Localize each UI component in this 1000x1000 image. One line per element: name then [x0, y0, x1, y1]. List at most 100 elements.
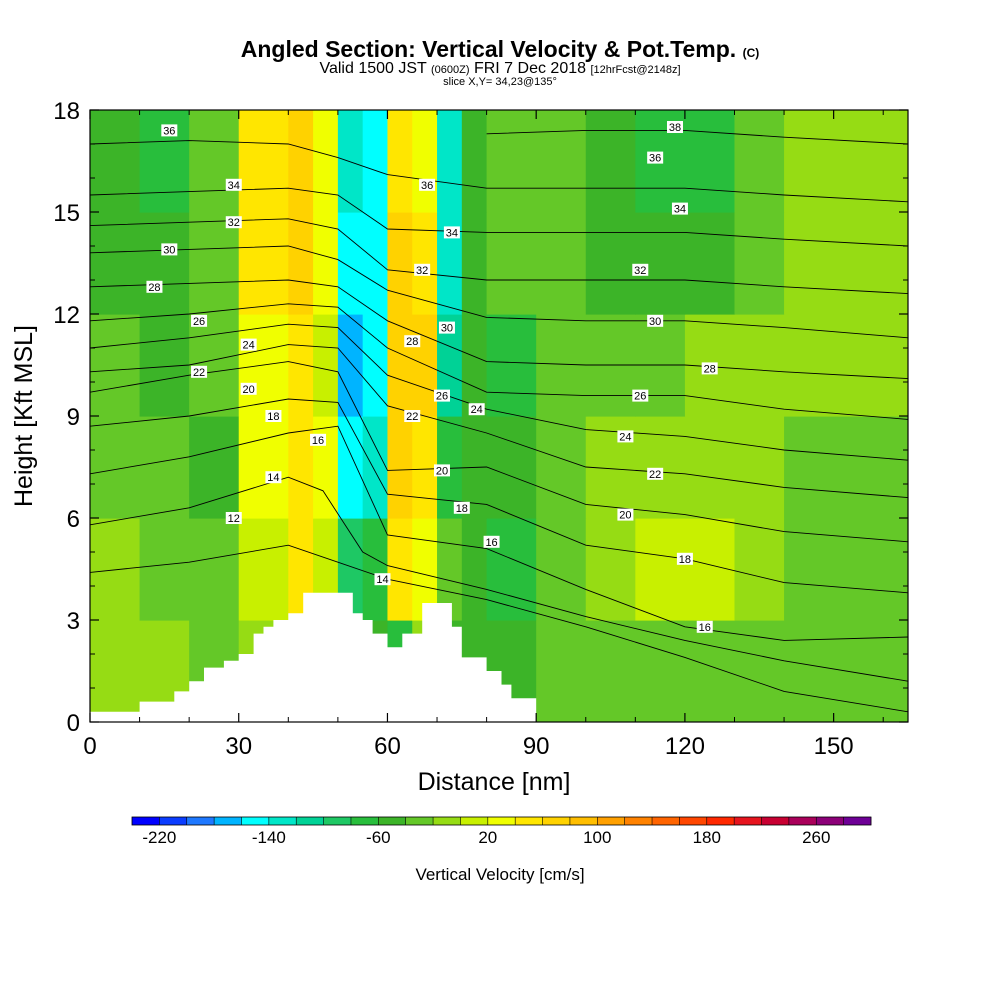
contour-label-bg [483, 535, 500, 548]
velocity-cell [90, 110, 141, 213]
velocity-cell [90, 620, 141, 722]
y-axis-label: Height [Kft MSL] [10, 325, 38, 507]
velocity-cell [635, 518, 686, 621]
colorbar-tick-label: 180 [693, 828, 721, 847]
velocity-cell [684, 518, 736, 621]
velocity-cell [288, 314, 314, 417]
contour-label: 22 [649, 469, 661, 481]
velocity-cell [362, 416, 389, 519]
contour-label: 18 [267, 411, 279, 423]
velocity-cell [635, 620, 686, 722]
velocity-cell [635, 212, 686, 315]
theta-contour-12 [90, 544, 908, 713]
y-tick-label: 15 [53, 200, 80, 227]
velocity-cell [784, 416, 835, 519]
colorbar-swatch [816, 817, 844, 825]
colorbar-swatch [132, 817, 160, 825]
theta-contour-36 [90, 140, 908, 203]
contour-label-bg [453, 501, 470, 514]
contour-label-bg [666, 121, 683, 133]
velocity-cell [585, 620, 636, 722]
velocity-cell [189, 314, 240, 417]
colorbar: -220 -140 -60 20 100 180 260 Vertical Velocity … [131, 816, 872, 884]
contour-label-bg [146, 280, 163, 293]
velocity-cell [437, 110, 463, 213]
velocity-cell [684, 620, 736, 722]
title-text: Angled Section: Vertical Velocity & Pot.… [240, 36, 737, 62]
contour-label: 28 [148, 282, 160, 294]
forecast-info: [12hrFcst@2148z] [590, 64, 681, 76]
velocity-cell [486, 518, 537, 621]
velocity-cell [362, 212, 389, 315]
velocity-cell [734, 416, 785, 519]
velocity-cell [387, 212, 413, 315]
y-tick-label: 12 [53, 302, 80, 329]
colorbar-swatch [241, 817, 270, 825]
velocity-cell [412, 110, 438, 213]
velocity-cell [313, 416, 339, 519]
velocity-cell [90, 518, 141, 621]
colorbar-swatch [788, 817, 817, 825]
theta-contour-22 [90, 344, 908, 499]
velocity-cell [288, 416, 314, 519]
colorbar-tick-label: -220 [142, 828, 176, 847]
velocity-cell [362, 314, 389, 417]
velocity-cell [784, 212, 835, 315]
contour-label: 26 [193, 316, 205, 328]
velocity-cell [90, 416, 141, 519]
contour-label-bg [676, 552, 693, 565]
chart-title: Angled Section: Vertical Velocity & Pot.… [0, 36, 1000, 63]
contour-label: 32 [228, 217, 240, 229]
contour-label: 16 [312, 435, 324, 447]
theta-contour-14 [90, 476, 908, 682]
theta-contours [90, 129, 908, 713]
contour-label-bg [374, 573, 391, 586]
contour-label-bg [438, 321, 455, 334]
contour-label-bg [265, 410, 282, 422]
velocity-cell [833, 314, 908, 417]
velocity-cell [461, 212, 488, 315]
colorbar-swatch [159, 817, 188, 825]
velocity-cell [387, 314, 413, 417]
velocity-cell [189, 110, 240, 213]
contour-label-bg [225, 178, 242, 191]
contour-label: 26 [436, 391, 448, 403]
valid-date: FRI 7 Dec 2018 [473, 60, 587, 77]
velocity-cell [635, 416, 686, 519]
title-unit: (C) [742, 46, 760, 60]
colorbar-tick-label: -60 [366, 828, 391, 847]
velocity-cell [486, 416, 537, 519]
colorbar-swatch [515, 817, 543, 825]
colorbar-swatch [761, 817, 790, 825]
contour-label-bg [310, 433, 327, 446]
theta-contour-38 [486, 129, 908, 145]
contour-label-bg [404, 335, 421, 348]
colorbar-swatch [350, 817, 379, 825]
velocity-cell [90, 314, 141, 417]
velocity-cell [189, 416, 240, 519]
colorbar-swatch [487, 817, 516, 825]
contour-label: 22 [193, 367, 205, 379]
theta-contour-16 [90, 425, 908, 641]
colorbar-swatch [679, 817, 708, 825]
colorbar-swatch [433, 817, 461, 825]
contour-label-bg [161, 124, 178, 137]
x-axis-label: Distance [nm] [418, 768, 571, 796]
contour-label: 20 [243, 384, 255, 396]
velocity-cell [313, 110, 339, 213]
contour-label: 24 [619, 431, 631, 443]
contour-label-bg [696, 620, 713, 633]
contour-label-bg [647, 314, 664, 327]
velocity-cell [486, 314, 537, 417]
contour-label: 32 [416, 265, 428, 277]
x-tick-label: 30 [225, 733, 252, 760]
contour-label: 22 [406, 411, 418, 423]
contour-label: 32 [634, 265, 646, 277]
velocity-cell [337, 314, 364, 417]
contour-label: 30 [649, 316, 661, 328]
contour-label: 18 [679, 554, 691, 566]
contour-label-bg [414, 263, 431, 276]
colorbar-swatch [323, 817, 352, 825]
contour-label-bg [240, 382, 257, 395]
